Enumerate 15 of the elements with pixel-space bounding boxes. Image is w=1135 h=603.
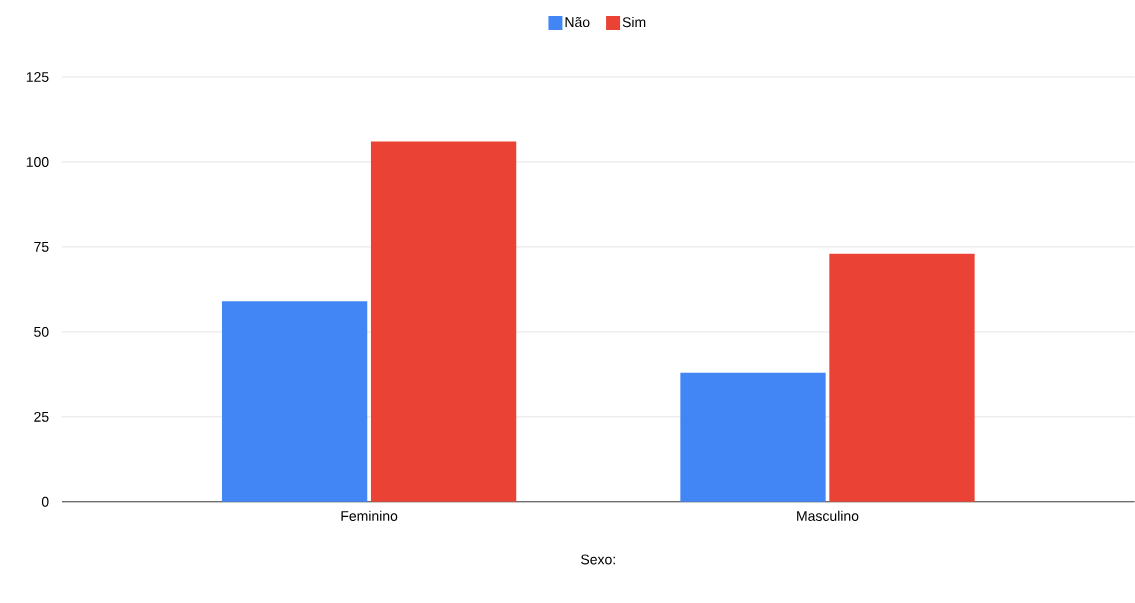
x-tick-label: Masculino [797, 510, 859, 522]
x-axis-title: Sexo: [581, 554, 615, 565]
y-tick-label: 125 [26, 72, 49, 83]
y-tick-label: 100 [26, 157, 49, 167]
bar [829, 253, 975, 502]
bar [221, 301, 368, 502]
y-tick-label: 75 [34, 242, 49, 252]
x-tick-label: Feminino [341, 510, 398, 522]
legend-label: Sim [622, 17, 646, 28]
y-tick-label: 0 [41, 496, 49, 507]
bar [680, 372, 826, 502]
bar [370, 141, 517, 502]
legend-label: Não [565, 17, 590, 28]
y-tick-label: 25 [34, 412, 49, 422]
y-tick-label: 50 [34, 327, 49, 337]
